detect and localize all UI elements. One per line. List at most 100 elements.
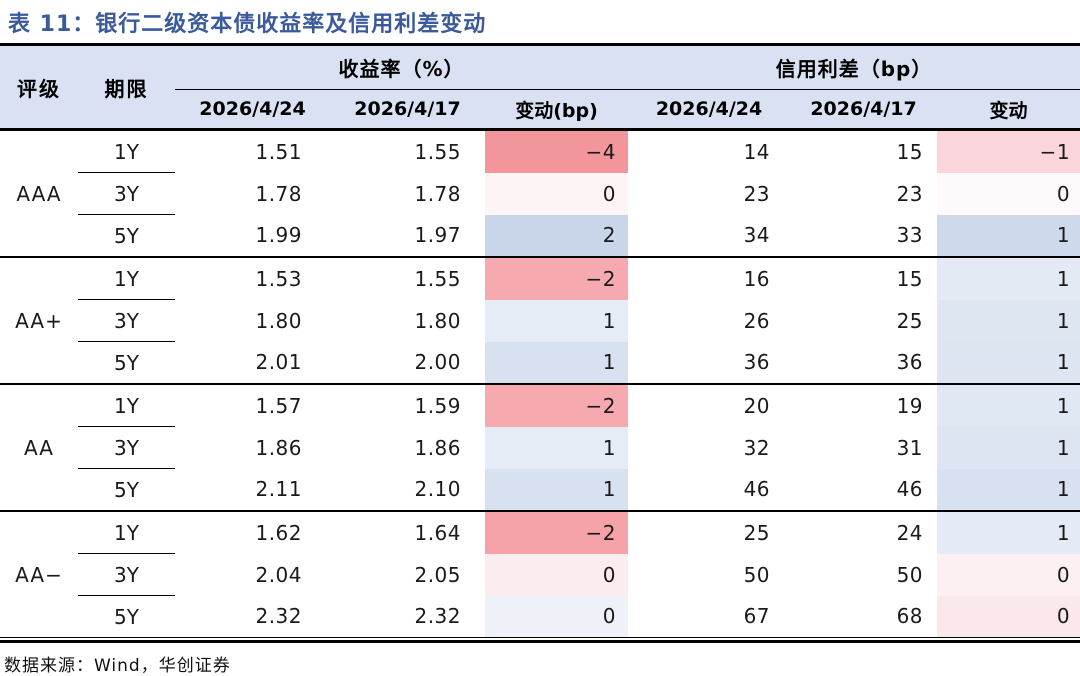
spread-old-cell: 19 — [790, 384, 938, 427]
yield-new-cell: 1.86 — [175, 426, 330, 469]
spread-old-cell: 25 — [790, 299, 938, 342]
data-source-note: 数据来源：Wind，华创证券 — [4, 656, 231, 676]
yield-new-cell: 1.51 — [175, 129, 330, 173]
table-row: 5Y 1.99 1.97 2 34 33 1 — [0, 214, 1080, 258]
yield-new-cell: 2.11 — [175, 468, 330, 512]
spread-new-cell: 36 — [628, 341, 791, 385]
rating-cell: AAA — [0, 129, 78, 258]
yield-new-cell: 1.53 — [175, 257, 330, 300]
spread-new-cell: 50 — [628, 553, 791, 596]
rating-cell: AA — [0, 384, 78, 512]
spread-old-cell: 23 — [790, 172, 938, 215]
yield-old-cell: 2.32 — [330, 595, 485, 638]
yield-change-cell: 1 — [485, 299, 629, 342]
header-yield-group: 收益率（%） — [175, 46, 629, 90]
spread-change-cell: 1 — [937, 384, 1080, 427]
table-row: 3Y 1.78 1.78 0 23 23 0 — [0, 172, 1080, 215]
spread-new-cell: 34 — [628, 214, 791, 258]
spread-change-cell: 1 — [937, 214, 1080, 258]
header-yield-date-new: 2026/4/24 — [175, 89, 330, 131]
spread-new-cell: 26 — [628, 299, 791, 342]
term-cell: 3Y — [78, 553, 175, 596]
term-cell: 1Y — [78, 384, 175, 427]
spread-change-cell: 1 — [937, 511, 1080, 554]
table-row: 5Y 2.01 2.00 1 36 36 1 — [0, 341, 1080, 385]
spread-new-cell: 46 — [628, 468, 791, 512]
yield-new-cell: 2.04 — [175, 553, 330, 596]
term-cell: 3Y — [78, 172, 175, 215]
yield-change-cell: 2 — [485, 214, 629, 258]
spread-new-cell: 25 — [628, 511, 791, 554]
spread-change-cell: 0 — [937, 172, 1080, 215]
rating-cell: AA+ — [0, 257, 78, 385]
page-title: 表 11：银行二级资本债收益率及信用利差变动 — [8, 12, 487, 37]
yield-change-cell: 1 — [485, 468, 629, 512]
spread-change-cell: 0 — [937, 595, 1080, 638]
header-spread-change: 变动 — [937, 89, 1080, 131]
spread-old-cell: 15 — [790, 257, 938, 300]
header-sub-row: 2026/4/24 2026/4/17 变动(bp) 2026/4/24 202… — [0, 89, 1080, 131]
table-body: AAA 1Y 1.51 1.55 −4 14 15 −1 3Y 1.78 1.78 0 23 23 0 5Y 1… — [0, 129, 1080, 638]
header-yield-date-old: 2026/4/17 — [330, 89, 485, 131]
header-group-row: 评级 期限 收益率（%） 信用利差（bp） — [0, 46, 1080, 131]
yield-old-cell: 1.80 — [330, 299, 485, 342]
yield-change-cell: 0 — [485, 172, 629, 215]
rating-cell: AA− — [0, 511, 78, 638]
spread-new-cell: 14 — [628, 129, 791, 173]
yield-change-cell: 0 — [485, 553, 629, 596]
yield-change-cell: −4 — [485, 129, 629, 173]
spread-new-cell: 16 — [628, 257, 791, 300]
bond-table: 评级 期限 收益率（%） 信用利差（bp） 2026/4/24 2026/4/1… — [0, 46, 1080, 638]
spread-old-cell: 36 — [790, 341, 938, 385]
spread-old-cell: 33 — [790, 214, 938, 258]
header-rating: 评级 — [0, 46, 78, 131]
yield-new-cell: 1.78 — [175, 172, 330, 215]
table-row: 5Y 2.32 2.32 0 67 68 0 — [0, 595, 1080, 638]
spread-new-cell: 20 — [628, 384, 791, 427]
yield-change-cell: −2 — [485, 384, 629, 427]
term-cell: 5Y — [78, 468, 175, 512]
yield-new-cell: 1.80 — [175, 299, 330, 342]
spread-change-cell: 1 — [937, 257, 1080, 300]
spread-change-cell: −1 — [937, 129, 1080, 173]
table-row: AAA 1Y 1.51 1.55 −4 14 15 −1 — [0, 129, 1080, 258]
spread-old-cell: 68 — [790, 595, 938, 638]
spread-change-cell: 0 — [937, 553, 1080, 596]
spread-change-cell: 1 — [937, 426, 1080, 469]
term-cell: 1Y — [78, 257, 175, 300]
table-row: AA 1Y 1.57 1.59 −2 20 19 1 — [0, 384, 1080, 512]
term-cell: 1Y — [78, 511, 175, 554]
table-row: 3Y 1.86 1.86 1 32 31 1 — [0, 426, 1080, 469]
spread-change-cell: 1 — [937, 341, 1080, 385]
yield-old-cell: 1.78 — [330, 172, 485, 215]
term-cell: 5Y — [78, 341, 175, 385]
yield-old-cell: 2.10 — [330, 468, 485, 512]
term-cell: 3Y — [78, 426, 175, 469]
term-cell: 5Y — [78, 595, 175, 638]
yield-old-cell: 1.97 — [330, 214, 485, 258]
table-row: AA+ 1Y 1.53 1.55 −2 16 15 1 — [0, 257, 1080, 385]
yield-old-cell: 1.86 — [330, 426, 485, 469]
header-term: 期限 — [78, 46, 175, 131]
header-spread-group: 信用利差（bp） — [628, 46, 1080, 90]
header-spread-date-new: 2026/4/24 — [628, 89, 791, 131]
spread-old-cell: 46 — [790, 468, 938, 512]
table-row: 5Y 2.11 2.10 1 46 46 1 — [0, 468, 1080, 512]
yield-old-cell: 2.05 — [330, 553, 485, 596]
table-row: AA− 1Y 1.62 1.64 −2 25 24 1 — [0, 511, 1080, 638]
spread-old-cell: 31 — [790, 426, 938, 469]
spread-old-cell: 15 — [790, 129, 938, 173]
yield-change-cell: 1 — [485, 426, 629, 469]
yield-old-cell: 1.59 — [330, 384, 485, 427]
spread-new-cell: 67 — [628, 595, 791, 638]
yield-new-cell: 1.99 — [175, 214, 330, 258]
yield-new-cell: 1.57 — [175, 384, 330, 427]
spread-new-cell: 23 — [628, 172, 791, 215]
spread-old-cell: 50 — [790, 553, 938, 596]
table-row: 3Y 2.04 2.05 0 50 50 0 — [0, 553, 1080, 596]
yield-change-cell: 0 — [485, 595, 629, 638]
yield-change-cell: 1 — [485, 341, 629, 385]
spread-old-cell: 24 — [790, 511, 938, 554]
yield-change-cell: −2 — [485, 511, 629, 554]
term-cell: 3Y — [78, 299, 175, 342]
